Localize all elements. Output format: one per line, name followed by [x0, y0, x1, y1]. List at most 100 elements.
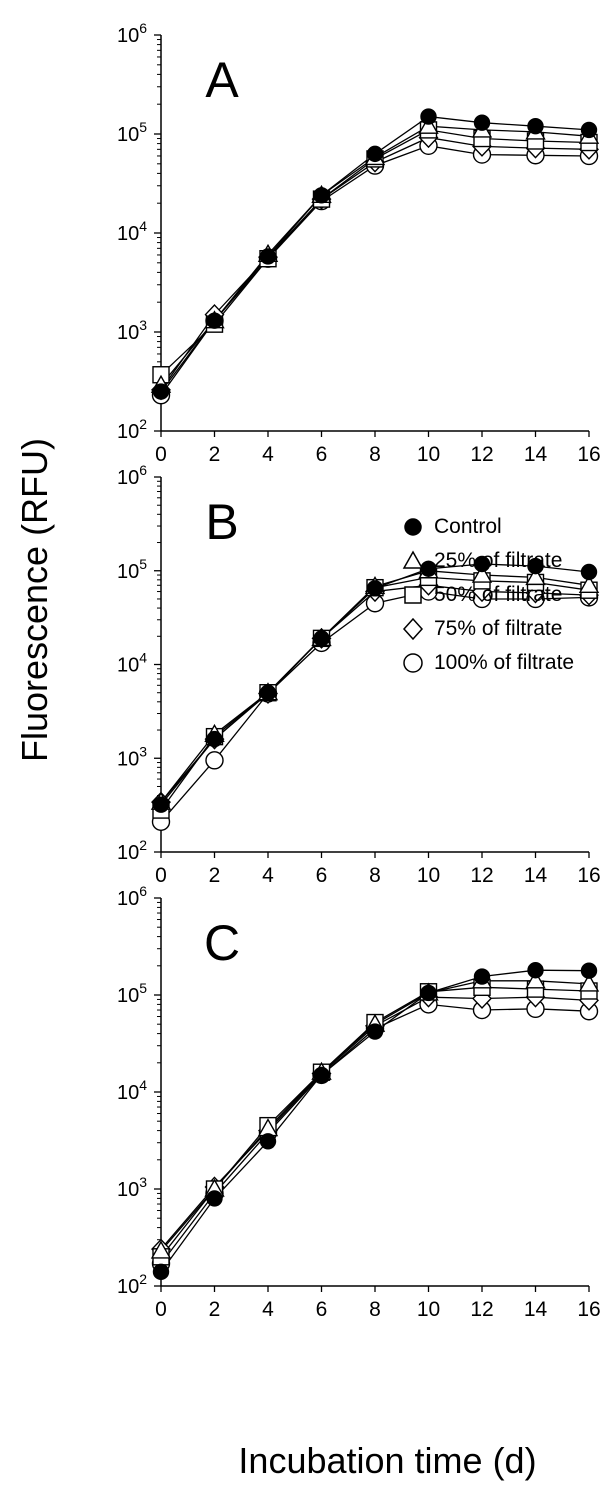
- y-axis-title: Fluorescence (RFU): [5, 438, 65, 762]
- y-tick-exponent: 4: [139, 218, 147, 234]
- x-tick-label: 6: [316, 1298, 328, 1321]
- x-axis-title-text: Incubation time (d): [238, 1440, 537, 1481]
- y-tick-label: 102: [117, 1271, 147, 1298]
- data-point-control: [206, 1190, 223, 1207]
- x-tick-label: 16: [577, 443, 600, 466]
- legend-label: 25% of filtrate: [434, 549, 563, 572]
- data-point-control: [206, 312, 223, 329]
- x-tick-label: 4: [262, 1298, 274, 1321]
- data-point-control: [580, 962, 598, 979]
- open-triangle-icon: [402, 550, 424, 569]
- y-tick-exponent: 5: [139, 119, 147, 135]
- x-tick-label: 16: [577, 1298, 600, 1321]
- data-point-control: [527, 557, 544, 575]
- legend-item-25: 25% of filtrate: [400, 544, 605, 578]
- data-point-100: [205, 751, 224, 770]
- legend-item-75: 75% of filtrate: [400, 612, 605, 646]
- y-tick-label: 105: [117, 556, 147, 583]
- data-point-control: [366, 580, 384, 597]
- data-point-control: [313, 1066, 330, 1084]
- data-point-control: [152, 383, 170, 400]
- data-point-25: [578, 574, 600, 593]
- y-tick-exponent: 5: [139, 556, 147, 572]
- x-tick-label: 16: [577, 864, 600, 887]
- y-tick-label: 106: [117, 462, 147, 489]
- x-axis-title: Incubation time (d): [0, 1440, 615, 1482]
- data-point-control: [259, 1133, 277, 1150]
- data-point-25: [525, 970, 546, 989]
- legend-label: 75% of filtrate: [434, 617, 563, 640]
- x-tick-label: 12: [470, 443, 493, 466]
- open-square-icon: [404, 586, 422, 604]
- y-tick-label: 102: [117, 837, 147, 864]
- legend-label: Control: [434, 515, 502, 538]
- data-point-control: [366, 145, 384, 163]
- data-point-25: [525, 566, 546, 586]
- x-tick-label: 2: [209, 443, 221, 466]
- legend-item-50: 50% of filtrate: [400, 578, 605, 612]
- open-circle-icon: [403, 653, 423, 673]
- legend-label: 50% of filtrate: [434, 583, 563, 606]
- y-tick-label: 102: [117, 416, 147, 443]
- x-tick-label: 2: [209, 864, 221, 887]
- data-point-control: [580, 563, 598, 581]
- y-tick-label: 104: [117, 1077, 147, 1104]
- data-point-control: [366, 1023, 384, 1040]
- y-tick-label: 106: [117, 883, 147, 910]
- x-tick-label: 4: [262, 864, 274, 887]
- x-tick-label: 2: [209, 1298, 221, 1321]
- y-tick-exponent: 4: [139, 1077, 147, 1093]
- data-point-25: [578, 973, 600, 992]
- y-tick-label: 104: [117, 650, 147, 677]
- x-tick-label: 12: [470, 1298, 493, 1321]
- data-point-control: [473, 114, 491, 131]
- y-axis-title-text: Fluorescence (RFU): [14, 437, 55, 763]
- y-tick-exponent: 6: [139, 883, 147, 899]
- series-line-4: [160, 1003, 590, 1264]
- y-tick-exponent: 4: [139, 650, 147, 666]
- x-tick-label: 14: [524, 1298, 548, 1321]
- x-tick-label: 10: [417, 864, 440, 887]
- series-line-4: [160, 145, 590, 396]
- data-point-control: [420, 560, 437, 577]
- legend-item-100: 100% of filtrate: [400, 646, 605, 680]
- data-point-control: [206, 730, 223, 748]
- data-point-25: [150, 1240, 172, 1259]
- y-tick-exponent: 2: [139, 837, 147, 853]
- y-tick-exponent: 2: [139, 416, 147, 432]
- data-point-control: [259, 248, 277, 265]
- x-tick-label: 0: [155, 864, 167, 887]
- data-point-control: [420, 984, 437, 1002]
- x-tick-label: 8: [369, 443, 381, 466]
- y-tick-exponent: 3: [139, 1174, 147, 1190]
- filled-circle-icon: [404, 518, 422, 536]
- data-point-control: [313, 187, 330, 204]
- panel-label: B: [205, 494, 238, 550]
- open-diamond-icon: [402, 617, 424, 641]
- data-point-control: [152, 1263, 170, 1281]
- data-point-control: [473, 968, 491, 985]
- data-point-25: [418, 115, 439, 134]
- y-tick-label: 105: [117, 980, 147, 1007]
- data-point-control: [527, 117, 544, 135]
- data-point-control: [313, 630, 330, 647]
- legend-label: 100% of filtrate: [434, 651, 575, 674]
- x-tick-label: 0: [155, 1298, 167, 1321]
- x-tick-label: 10: [417, 443, 440, 466]
- y-tick-exponent: 6: [139, 20, 147, 36]
- y-tick-label: 106: [117, 20, 147, 47]
- x-tick-label: 0: [155, 443, 167, 466]
- data-point-control: [527, 962, 544, 979]
- series-line-3: [160, 136, 590, 391]
- panel-label: C: [204, 915, 240, 971]
- x-tick-label: 6: [316, 443, 328, 466]
- legend-item-control: Control: [400, 510, 605, 544]
- data-point-control: [580, 121, 598, 139]
- x-tick-label: 4: [262, 443, 274, 466]
- y-tick-exponent: 2: [139, 1271, 147, 1287]
- y-tick-label: 105: [117, 119, 147, 146]
- y-tick-exponent: 3: [139, 317, 147, 333]
